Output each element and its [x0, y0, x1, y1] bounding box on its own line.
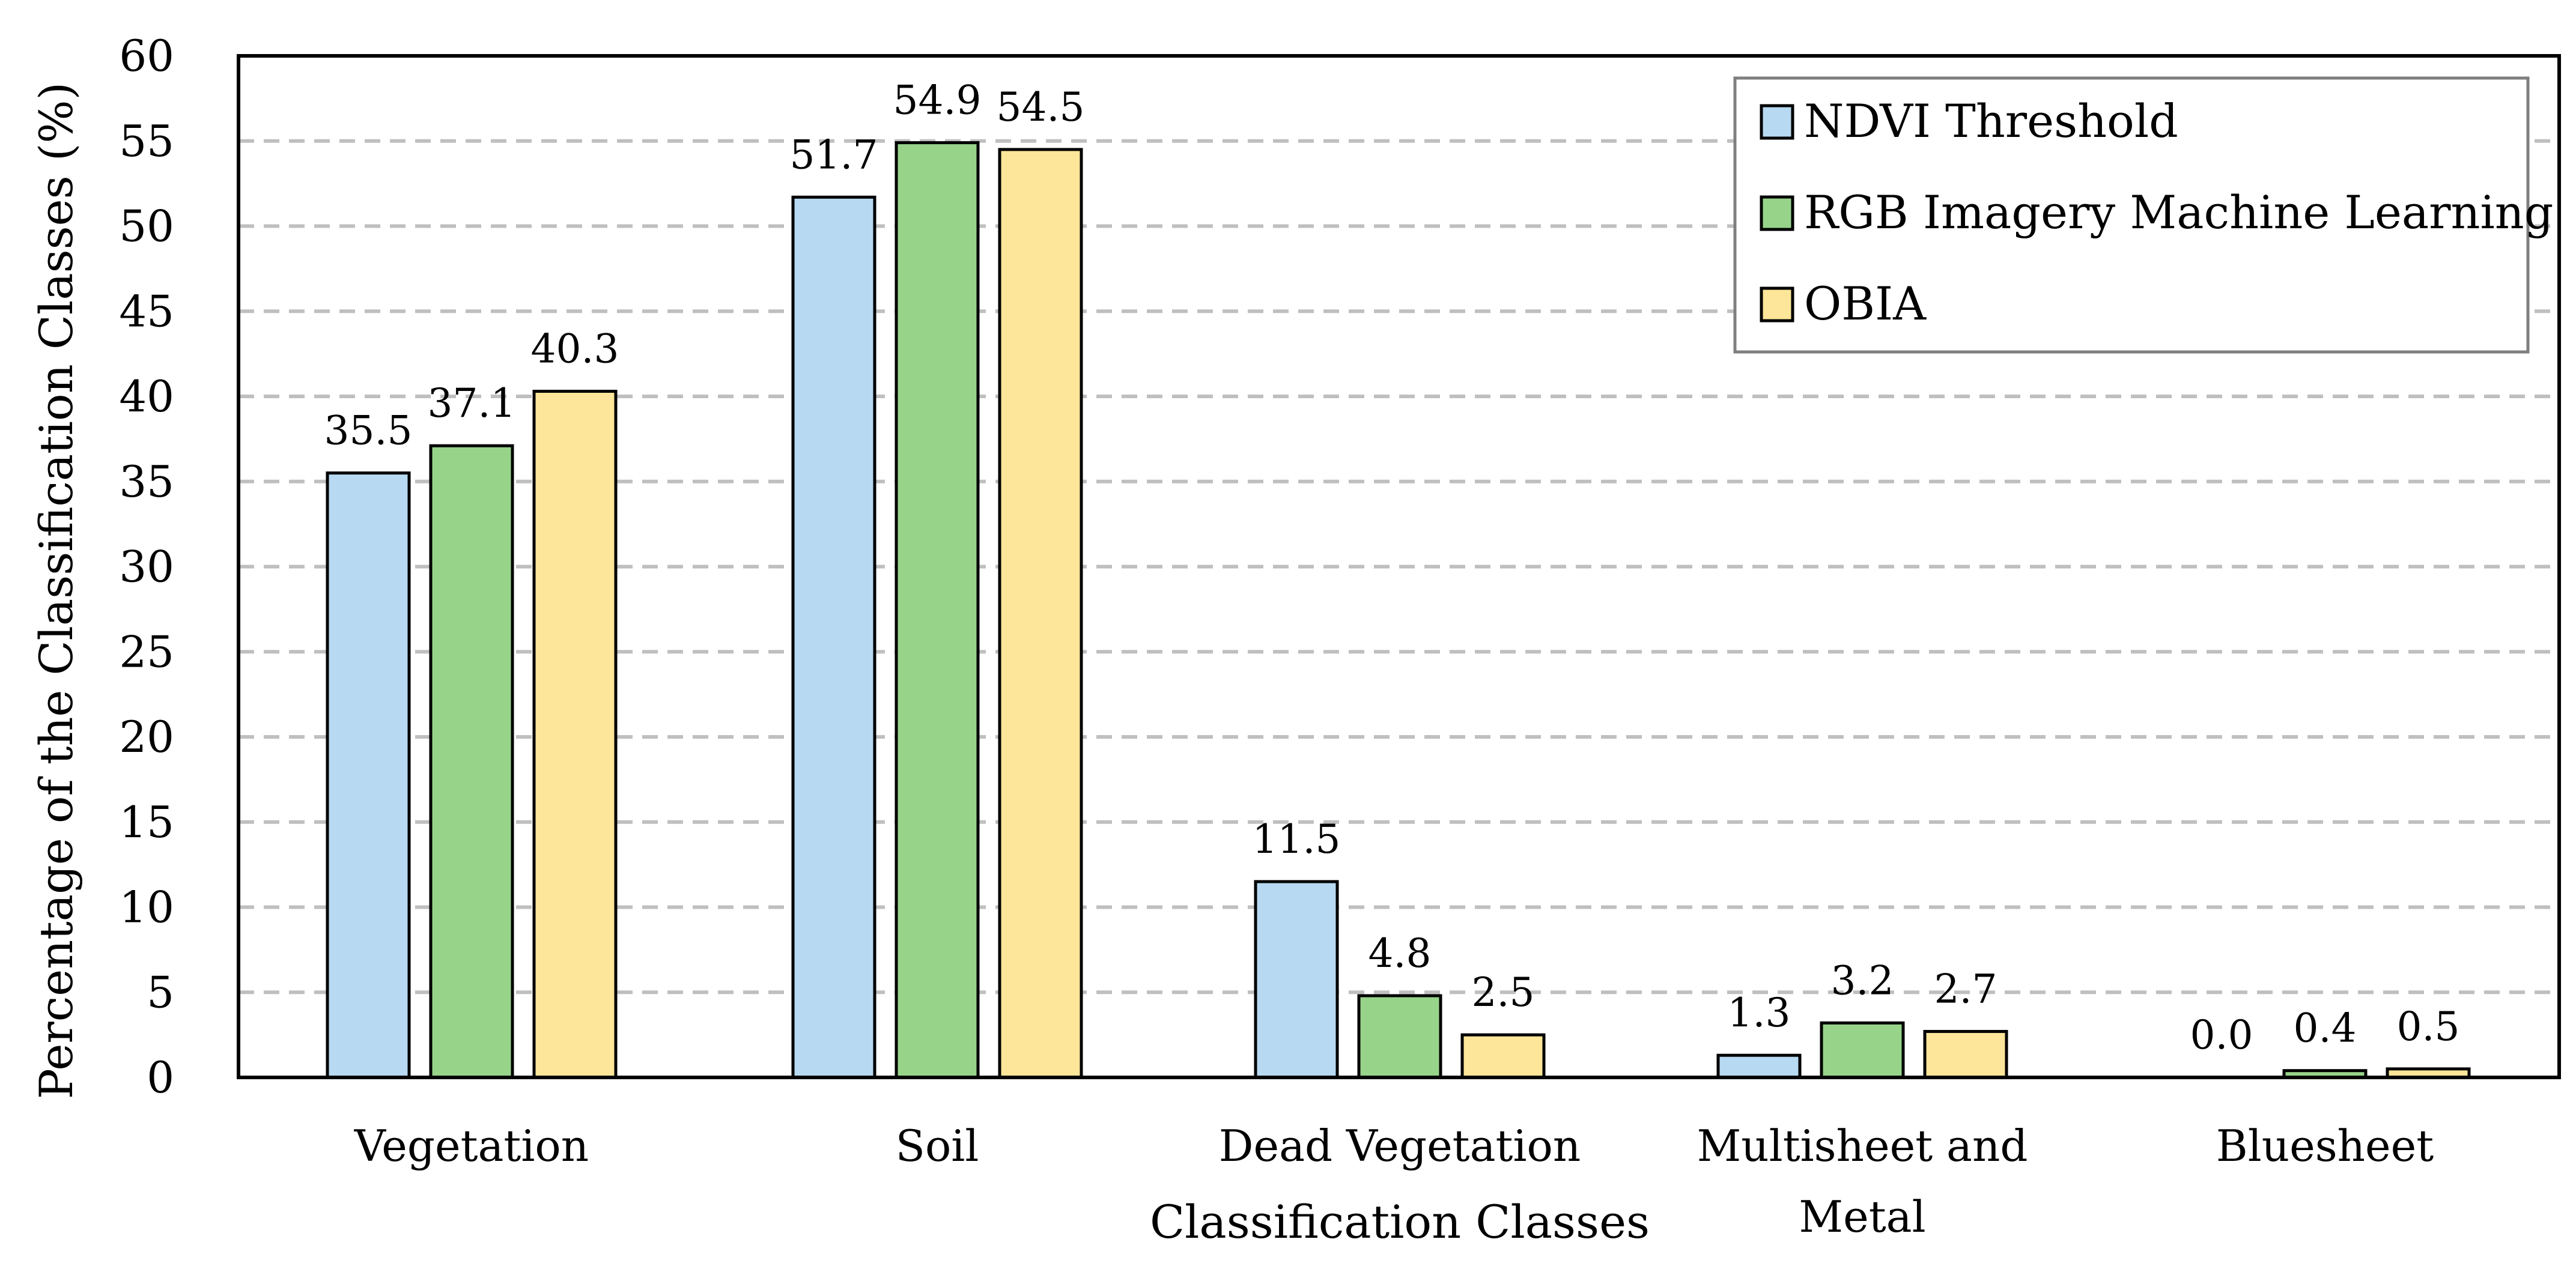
data-label: 51.7: [790, 132, 878, 178]
data-label: 40.3: [531, 326, 619, 372]
x-axis-title: Classification Classes: [1150, 1195, 1650, 1249]
y-tick-label: 35: [119, 456, 174, 507]
legend-label: OBIA: [1804, 277, 1927, 330]
legend-swatch: [1760, 104, 1794, 140]
y-axis-title: Percentage of the Classification Classes…: [29, 82, 83, 1100]
bar-obia-1: [998, 148, 1083, 1079]
data-label: 11.5: [1253, 816, 1341, 862]
data-label: 54.9: [893, 77, 982, 124]
y-tick-label: 5: [147, 967, 174, 1017]
x-tick-label: Soil: [896, 1121, 979, 1171]
data-label: 35.5: [324, 408, 413, 454]
data-label: 2.7: [1934, 966, 1997, 1012]
legend: NDVI Threshold RGB Imagery Machine Learni…: [1733, 76, 2553, 354]
x-tick-label: Vegetation: [354, 1121, 589, 1171]
plot-frame: [237, 54, 2561, 1079]
bar-ndvi-threshold-0: [326, 471, 411, 1079]
bar-ndvi-threshold-1: [791, 195, 876, 1079]
y-tick-label: 55: [119, 116, 174, 166]
bar-obia-3: [1923, 1029, 2008, 1079]
data-labels: 35.5 51.7 11.5 1.3 0.0 37.1 54.9 4.8 3.2 0.4 40.3 5…: [324, 77, 2460, 1058]
legend-box: [1733, 76, 2530, 354]
data-label: 4.8: [1368, 930, 1432, 977]
data-label: 37.1: [428, 380, 516, 426]
y-tick-label: 30: [119, 542, 174, 592]
data-label: 0.4: [2294, 1005, 2357, 1052]
legend-swatch: [1760, 286, 1794, 323]
bar-obia-0: [532, 389, 618, 1079]
y-tick-label: 50: [119, 201, 174, 252]
data-label: 1.3: [1728, 990, 1791, 1036]
y-tick-label: 40: [119, 371, 174, 422]
x-tick-label: Dead Vegetation: [1219, 1121, 1581, 1171]
axes: [237, 54, 2561, 1079]
data-label: 3.2: [1831, 957, 1894, 1004]
bar-ndvi-threshold-3: [1716, 1053, 1802, 1079]
data-label: 2.5: [1472, 969, 1535, 1016]
x-tick-label: Metal: [1799, 1192, 1925, 1242]
y-tick-label: 15: [119, 797, 174, 847]
data-label: 0.5: [2397, 1004, 2460, 1050]
bar-rgb-imagery-machine-learning-0: [429, 444, 514, 1079]
y-tick-label: 25: [119, 626, 174, 677]
x-axis-ticks: Vegetation Soil Dead Vegetation Multisheet …: [354, 1121, 2434, 1242]
bar-rgb-imagery-machine-learning-3: [1820, 1021, 1905, 1079]
legend-label: NDVI Threshold: [1804, 94, 2178, 148]
y-tick-label: 60: [119, 31, 174, 81]
legend-items: NDVI Threshold RGB Imagery Machine Learni…: [1760, 94, 2553, 330]
x-tick-label: Multisheet and: [1697, 1121, 2028, 1171]
y-tick-label: 45: [119, 286, 174, 336]
y-tick-label: 10: [119, 882, 174, 933]
bar-rgb-imagery-machine-learning-2: [1357, 994, 1442, 1079]
y-tick-label: 20: [119, 712, 174, 762]
y-axis-ticks: 0 5 10 15 20 25 30 35 40 45 50 55 60: [119, 31, 174, 1103]
gridlines: [238, 139, 2559, 995]
bars: [326, 141, 2471, 1079]
y-tick-label: 0: [147, 1052, 174, 1103]
legend-label: RGB Imagery Machine Learning: [1804, 186, 2553, 239]
data-label: 0.0: [2190, 1012, 2253, 1058]
bar-obia-2: [1460, 1033, 1546, 1079]
bar-ndvi-threshold-2: [1254, 880, 1339, 1079]
bar-rgb-imagery-machine-learning-1: [895, 141, 980, 1079]
data-label: 54.5: [997, 84, 1085, 130]
legend-swatch: [1760, 195, 1794, 231]
x-tick-label: Bluesheet: [2216, 1121, 2434, 1171]
